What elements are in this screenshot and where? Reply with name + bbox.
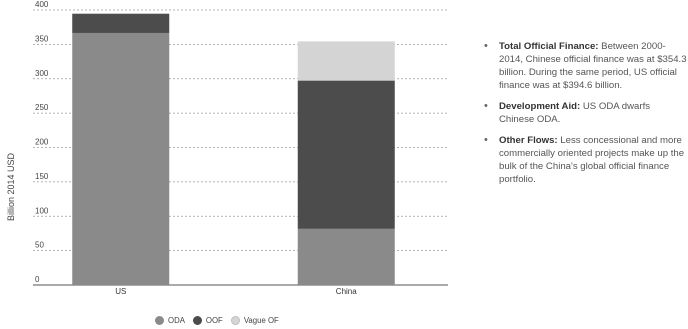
legend-item-oof: OOF bbox=[192, 316, 223, 325]
bar-us-oof bbox=[72, 13, 170, 33]
note-text: Between 2000-2014, Chinese official fina… bbox=[499, 41, 687, 91]
note-other-flows: Other Flows: Less concessional and more … bbox=[482, 134, 687, 186]
note-title: Other Flows: bbox=[499, 135, 558, 146]
bars bbox=[72, 13, 395, 286]
y-tick-label: 0 bbox=[35, 275, 40, 284]
y-tick-label: 50 bbox=[35, 241, 44, 250]
y-tick-label: 250 bbox=[35, 103, 49, 112]
y-axis-label-container: Billion 2014 USD bbox=[3, 130, 17, 250]
axis-ticks: 0 50 100 150 200 250 300 350 400 US China bbox=[35, 0, 357, 296]
y-tick-label: 400 bbox=[35, 0, 49, 9]
bar-china-oda bbox=[297, 228, 395, 285]
oda-swatch-icon bbox=[155, 316, 164, 325]
oof-swatch-icon bbox=[192, 316, 202, 325]
note-title: Total Official Finance: bbox=[499, 41, 599, 52]
y-tick-label: 200 bbox=[35, 138, 49, 147]
bar-us-oda bbox=[72, 32, 170, 286]
y-axis-label: Billion 2014 USD bbox=[6, 152, 16, 222]
vague-of-swatch-icon bbox=[230, 316, 240, 325]
bar-china-vague-of bbox=[297, 41, 395, 81]
note-text: Less concessional and more commercially … bbox=[499, 135, 685, 185]
y-tick-label: 300 bbox=[35, 69, 49, 78]
notes-list: Total Official Finance: Between 2000-201… bbox=[482, 40, 687, 194]
legend-label: ODA bbox=[168, 316, 185, 325]
x-tick-label: China bbox=[336, 287, 357, 296]
x-tick-label: US bbox=[115, 287, 126, 296]
y-tick-label: 350 bbox=[35, 34, 49, 43]
note-text: US ODA dwarfs Chinese ODA. bbox=[499, 101, 651, 125]
note-development-aid: Development Aid: US ODA dwarfs Chinese O… bbox=[482, 100, 687, 126]
y-tick-label: 100 bbox=[35, 206, 49, 215]
note-total-official-finance: Total Official Finance: Between 2000-201… bbox=[482, 40, 687, 92]
legend-label: Vague OF bbox=[243, 316, 279, 325]
bar-china-oof bbox=[297, 80, 395, 229]
legend-item-vague-of: Vague OF bbox=[230, 316, 279, 325]
legend: ODA OOF Vague OF bbox=[0, 316, 688, 329]
note-title: Development Aid: bbox=[499, 101, 581, 112]
legend-item-oda: ODA bbox=[155, 316, 185, 325]
y-tick-label: 150 bbox=[35, 172, 49, 181]
legend-label: OOF bbox=[205, 316, 223, 325]
